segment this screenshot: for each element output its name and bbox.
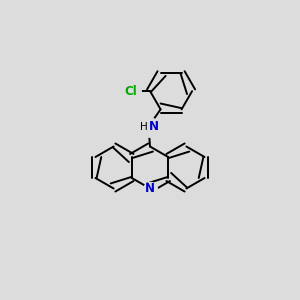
Text: Cl: Cl (125, 85, 138, 98)
Text: N: N (149, 120, 159, 133)
Text: H: H (140, 122, 147, 131)
Text: N: N (145, 182, 155, 195)
